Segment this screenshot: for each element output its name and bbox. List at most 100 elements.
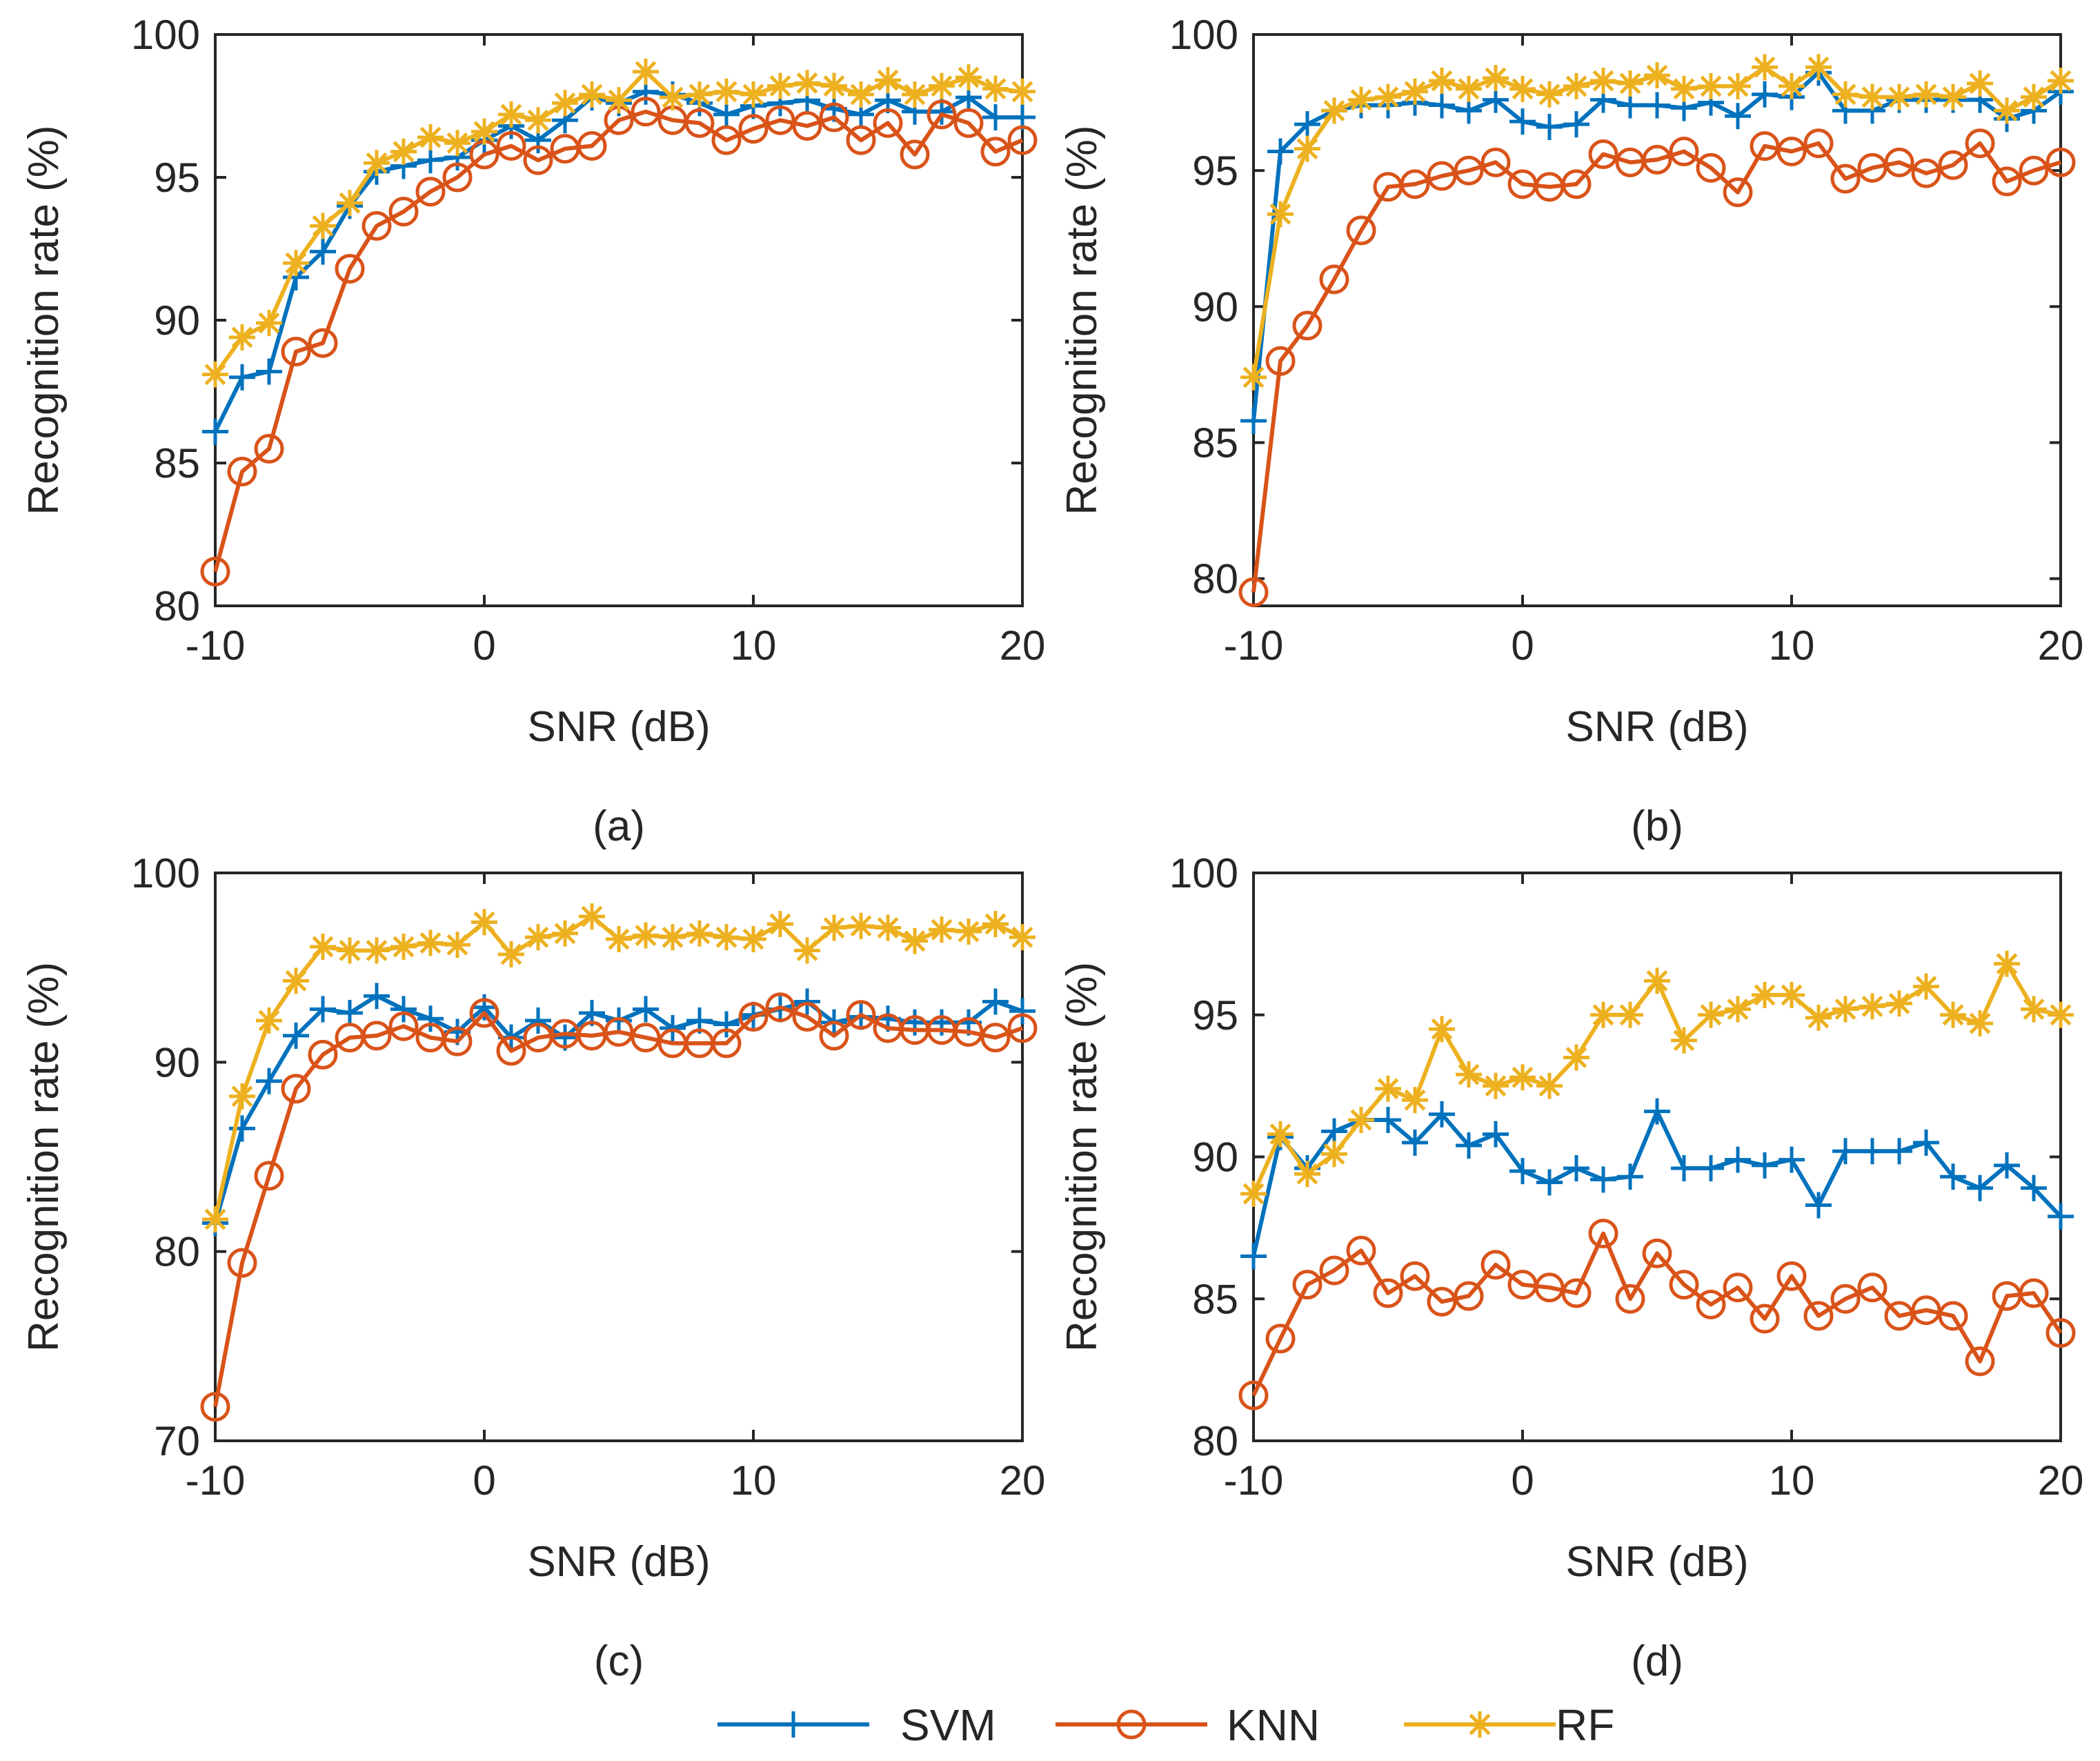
data-point-rf <box>2021 83 2047 110</box>
data-point-knn <box>308 1039 338 1070</box>
data-point-knn <box>1454 155 1484 186</box>
data-point-svm <box>1536 1169 1563 1196</box>
y-tick-label: 95 <box>154 155 200 201</box>
series-line-knn <box>213 109 1024 573</box>
data-point-knn <box>765 992 795 1023</box>
data-point-knn <box>1561 169 1592 199</box>
data-point-rf <box>686 920 713 947</box>
y-axis-label: Recognition rate (%) <box>20 962 68 1352</box>
data-point-svm <box>1429 92 1455 119</box>
data-point-knn <box>738 1001 769 1032</box>
data-point-svm <box>1590 1166 1616 1193</box>
data-point-svm <box>1456 1132 1482 1159</box>
series-line-knn <box>213 1005 1023 1408</box>
data-point-rf <box>1671 1027 1697 1054</box>
data-point-rf <box>875 914 901 941</box>
data-point-rf <box>1536 81 1563 108</box>
data-point-rf <box>579 81 605 108</box>
data-point-knn <box>335 253 365 284</box>
data-point-knn <box>281 1074 311 1104</box>
data-point-rf <box>1752 981 1778 1008</box>
data-point-knn <box>846 1000 876 1030</box>
data-point-knn <box>1588 1219 1618 1249</box>
x-tick-label: -10 <box>186 622 246 669</box>
data-point-knn <box>1803 1301 1834 1331</box>
data-point-knn <box>1830 1283 1861 1314</box>
chart-panel-a: -10 0 10 20 80 85 90 95 100 SNR (dB) Recognition r… <box>20 12 1045 850</box>
data-point-rf <box>606 87 632 114</box>
data-point-knn <box>953 108 984 138</box>
plot-area <box>1252 33 2062 607</box>
data-point-rf <box>1671 75 1697 102</box>
data-point-knn <box>1454 1281 1484 1311</box>
data-point-svm <box>794 988 820 1015</box>
data-point-knn <box>1265 1324 1296 1354</box>
data-point-knn <box>1319 264 1349 295</box>
data-point-rf <box>902 927 928 954</box>
plot-area <box>214 33 1024 607</box>
data-point-rf <box>1779 981 1805 1008</box>
x-tick-label: 0 <box>473 622 495 669</box>
x-tick-label: 20 <box>2038 622 2084 669</box>
data-point-rf <box>1752 54 1778 81</box>
data-point-svm <box>660 1014 686 1041</box>
y-tick-label: 80 <box>1192 1418 1238 1464</box>
y-tick-label: 90 <box>1192 1134 1238 1181</box>
data-point-rf <box>1375 83 1401 110</box>
y-tick-label: 70 <box>154 1418 200 1464</box>
y-tick-label: 80 <box>154 583 200 629</box>
y-tick-label: 85 <box>154 440 200 486</box>
data-point-knn <box>604 1016 634 1047</box>
data-point-svm <box>310 238 336 265</box>
data-point-svm <box>1429 1101 1455 1128</box>
data-point-knn <box>308 328 338 358</box>
data-point-svm <box>337 1000 363 1027</box>
data-point-rf <box>982 911 1009 938</box>
data-point-rf <box>633 922 659 949</box>
data-point-knn <box>1400 1261 1430 1291</box>
data-point-rf <box>1994 97 2020 124</box>
data-point-svm <box>283 1022 309 1049</box>
legend-marker <box>780 1711 806 1738</box>
data-point-rf <box>1805 54 1832 81</box>
series-rf <box>202 903 1036 1233</box>
data-point-rf <box>1617 70 1643 97</box>
x-axis-label: SNR (dB) <box>527 703 710 751</box>
data-point-svm <box>982 988 1009 1015</box>
data-point-svm <box>1009 998 1036 1025</box>
data-point-knn <box>792 110 822 141</box>
data-point-rf <box>1240 364 1267 391</box>
data-point-rf <box>1402 78 1428 105</box>
data-point-svm <box>1644 92 1670 119</box>
data-point-knn <box>1696 153 1726 183</box>
series-line-knn <box>1251 1231 2063 1397</box>
series-knn <box>1238 128 2076 607</box>
data-point-rf <box>848 912 874 939</box>
data-point-rf <box>1698 1001 1724 1028</box>
data-point-svm <box>1752 81 1778 108</box>
x-tick-label: 20 <box>2038 1457 2084 1504</box>
data-point-rf <box>2048 1001 2074 1028</box>
data-point-knn <box>765 105 795 135</box>
data-point-rf <box>1832 996 1859 1023</box>
data-point-rf <box>390 138 417 165</box>
data-point-rf <box>848 81 874 108</box>
data-point-svm <box>310 996 336 1023</box>
data-point-svm <box>1832 1138 1859 1165</box>
data-point-rf <box>1402 1087 1428 1114</box>
data-point-svm <box>390 996 417 1023</box>
data-point-rf <box>740 81 766 108</box>
data-point-knn <box>1561 1278 1592 1308</box>
data-point-knn <box>1642 144 1672 175</box>
legend-item-rf: RF <box>1404 1700 1614 1750</box>
data-point-knn <box>442 1026 473 1056</box>
data-point-knn <box>1238 1380 1269 1410</box>
data-point-svm <box>1321 1118 1347 1145</box>
data-point-rf <box>633 58 659 85</box>
data-point-svm <box>2048 1203 2074 1230</box>
data-point-knn <box>631 1023 661 1053</box>
y-tick-label: 95 <box>1192 148 1238 194</box>
data-point-rf <box>1725 996 1751 1023</box>
data-point-rf <box>1456 1061 1482 1088</box>
data-point-knn <box>1238 577 1269 607</box>
